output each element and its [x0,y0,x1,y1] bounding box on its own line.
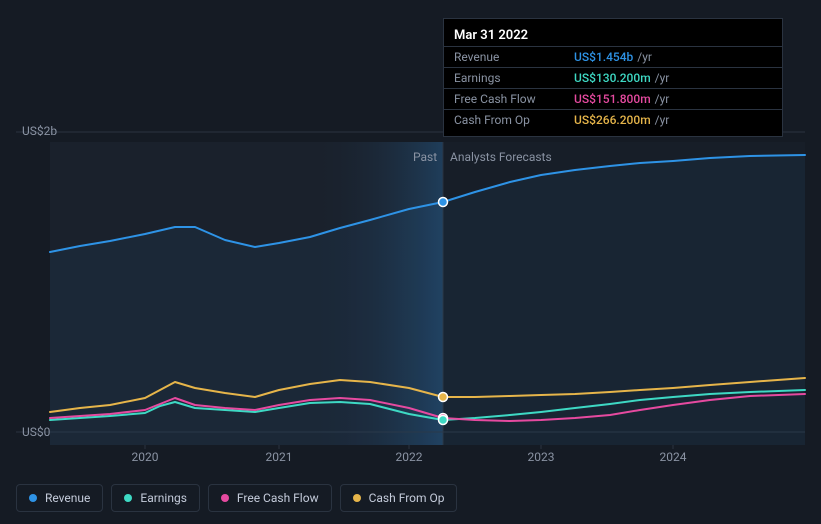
legend-dot-icon [29,494,37,502]
y-axis-label-bottom: US$0 [22,425,50,439]
phase-label-past: Past [413,150,437,164]
legend-label: Cash From Op [369,491,445,505]
tooltip-suffix: /yr [655,113,670,127]
tooltip-value: US$130.200m [574,71,651,85]
legend-item-revenue[interactable]: Revenue [16,484,103,512]
x-axis-label-2024: 2024 [660,450,687,464]
tooltip-date: Mar 31 2022 [454,28,528,43]
legend-dot-icon [353,494,361,502]
tooltip-row-revenue: Revenue US$1.454b /yr [444,47,782,68]
x-axis-label-2023: 2023 [528,450,555,464]
legend-label: Revenue [45,491,90,505]
tooltip-row-fcf: Free Cash Flow US$151.800m /yr [444,89,782,110]
x-axis-label-2020: 2020 [132,450,159,464]
tooltip-suffix: /yr [637,50,652,64]
data-tooltip: Mar 31 2022 Revenue US$1.454b /yr Earnin… [443,18,783,137]
legend-label: Earnings [140,491,187,505]
tooltip-row-earnings: Earnings US$130.200m /yr [444,68,782,89]
chart-legend: Revenue Earnings Free Cash Flow Cash Fro… [16,484,457,512]
tooltip-label: Revenue [454,50,574,64]
tooltip-label: Cash From Op [454,113,574,127]
legend-item-fcf[interactable]: Free Cash Flow [208,484,332,512]
tooltip-value: US$1.454b [574,50,633,64]
tooltip-label: Free Cash Flow [454,92,574,106]
legend-dot-icon [124,494,132,502]
x-axis-label-2021: 2021 [266,450,293,464]
tooltip-value: US$151.800m [574,92,651,106]
tooltip-suffix: /yr [655,71,670,85]
phase-label-forecast: Analysts Forecasts [450,150,552,164]
y-axis-label-top: US$2b [22,124,57,138]
legend-item-earnings[interactable]: Earnings [111,484,200,512]
tooltip-suffix: /yr [655,92,670,106]
legend-label: Free Cash Flow [237,491,319,505]
tooltip-row-cfo: Cash From Op US$266.200m /yr [444,110,782,130]
tooltip-value: US$266.200m [574,113,651,127]
x-axis-label-2022: 2022 [396,450,423,464]
tooltip-label: Earnings [454,71,574,85]
legend-item-cfo[interactable]: Cash From Op [340,484,458,512]
legend-dot-icon [221,494,229,502]
